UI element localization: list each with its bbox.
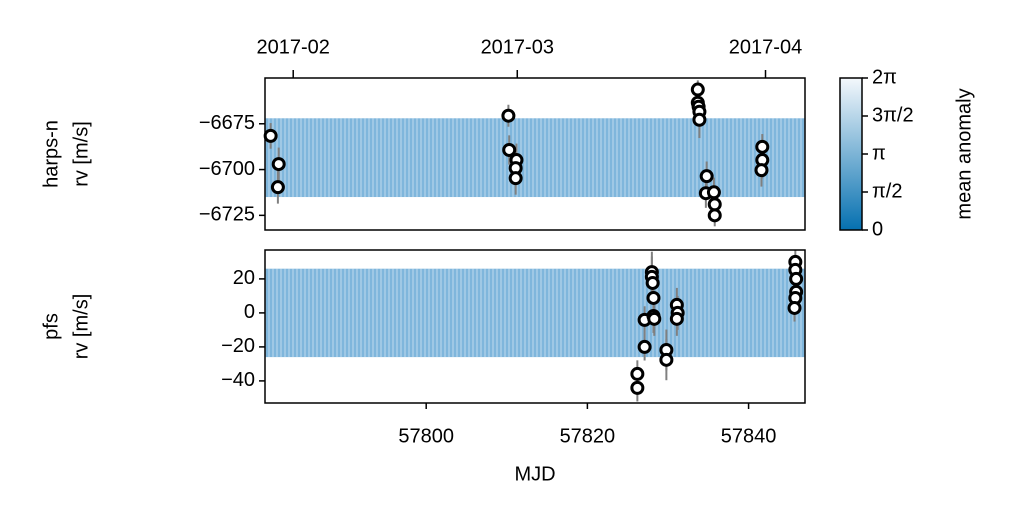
y-axis-label: rv [m/s]: [70, 294, 92, 360]
data-point: [659, 352, 674, 367]
y-tick-label: −20: [221, 335, 255, 357]
data-point: [508, 171, 523, 186]
data-point: [630, 380, 645, 395]
x-tick-label: 57820: [560, 425, 616, 447]
y-axis-label: pfs: [40, 313, 62, 340]
axes-frame: [264, 249, 806, 404]
y-tick-label: 20: [233, 267, 255, 289]
y-tick-label: 0: [244, 301, 255, 323]
x-tick-label: 57840: [721, 425, 777, 447]
colorbar-tick-label: π: [872, 142, 886, 164]
model-stripes: [265, 268, 805, 358]
x2-tick-label: 2017-02: [257, 36, 330, 58]
plot-area: [265, 80, 805, 227]
data-point: [787, 300, 802, 315]
x-axis-label: MJD: [514, 463, 555, 485]
y-tick-label: −6725: [199, 204, 255, 226]
data-point: [271, 157, 286, 172]
data-point: [699, 169, 714, 184]
data-point: [270, 180, 285, 195]
colorbar-tick-label: π/2: [872, 180, 902, 202]
x2-tick-label: 2017-03: [481, 36, 554, 58]
data-point: [690, 82, 705, 97]
data-point: [630, 366, 645, 381]
data-point: [669, 311, 684, 326]
data-point: [502, 142, 517, 157]
plot-area: [265, 250, 805, 402]
y-tick-label: −6675: [199, 112, 255, 134]
colorbar-label: mean anomaly: [953, 88, 975, 219]
data-point: [501, 108, 516, 123]
axes-frame: [264, 77, 806, 231]
data-point: [707, 208, 722, 223]
data-point: [706, 185, 721, 200]
model-stripes: [265, 118, 805, 198]
data-point: [754, 163, 769, 178]
x2-tick-label: 2017-04: [729, 36, 802, 58]
x-tick-label: 57800: [398, 425, 454, 447]
colorbar-tick-label: 0: [872, 218, 883, 240]
colorbar: [839, 77, 863, 231]
colorbar-tick-label: 3π/2: [872, 104, 914, 126]
data-point: [789, 271, 804, 286]
data-point: [646, 290, 661, 305]
data-point: [755, 139, 770, 154]
y-tick-label: −40: [221, 369, 255, 391]
data-point: [637, 339, 652, 354]
data-point: [645, 275, 660, 290]
data-point: [263, 128, 278, 143]
y-axis-label: rv [m/s]: [70, 121, 92, 187]
data-point: [692, 112, 707, 127]
y-axis-label: harps-n: [40, 120, 62, 188]
y-tick-label: −6700: [199, 158, 255, 180]
data-point: [647, 311, 662, 326]
data-point: [707, 197, 722, 212]
colorbar-tick-label: 2π: [872, 66, 897, 88]
